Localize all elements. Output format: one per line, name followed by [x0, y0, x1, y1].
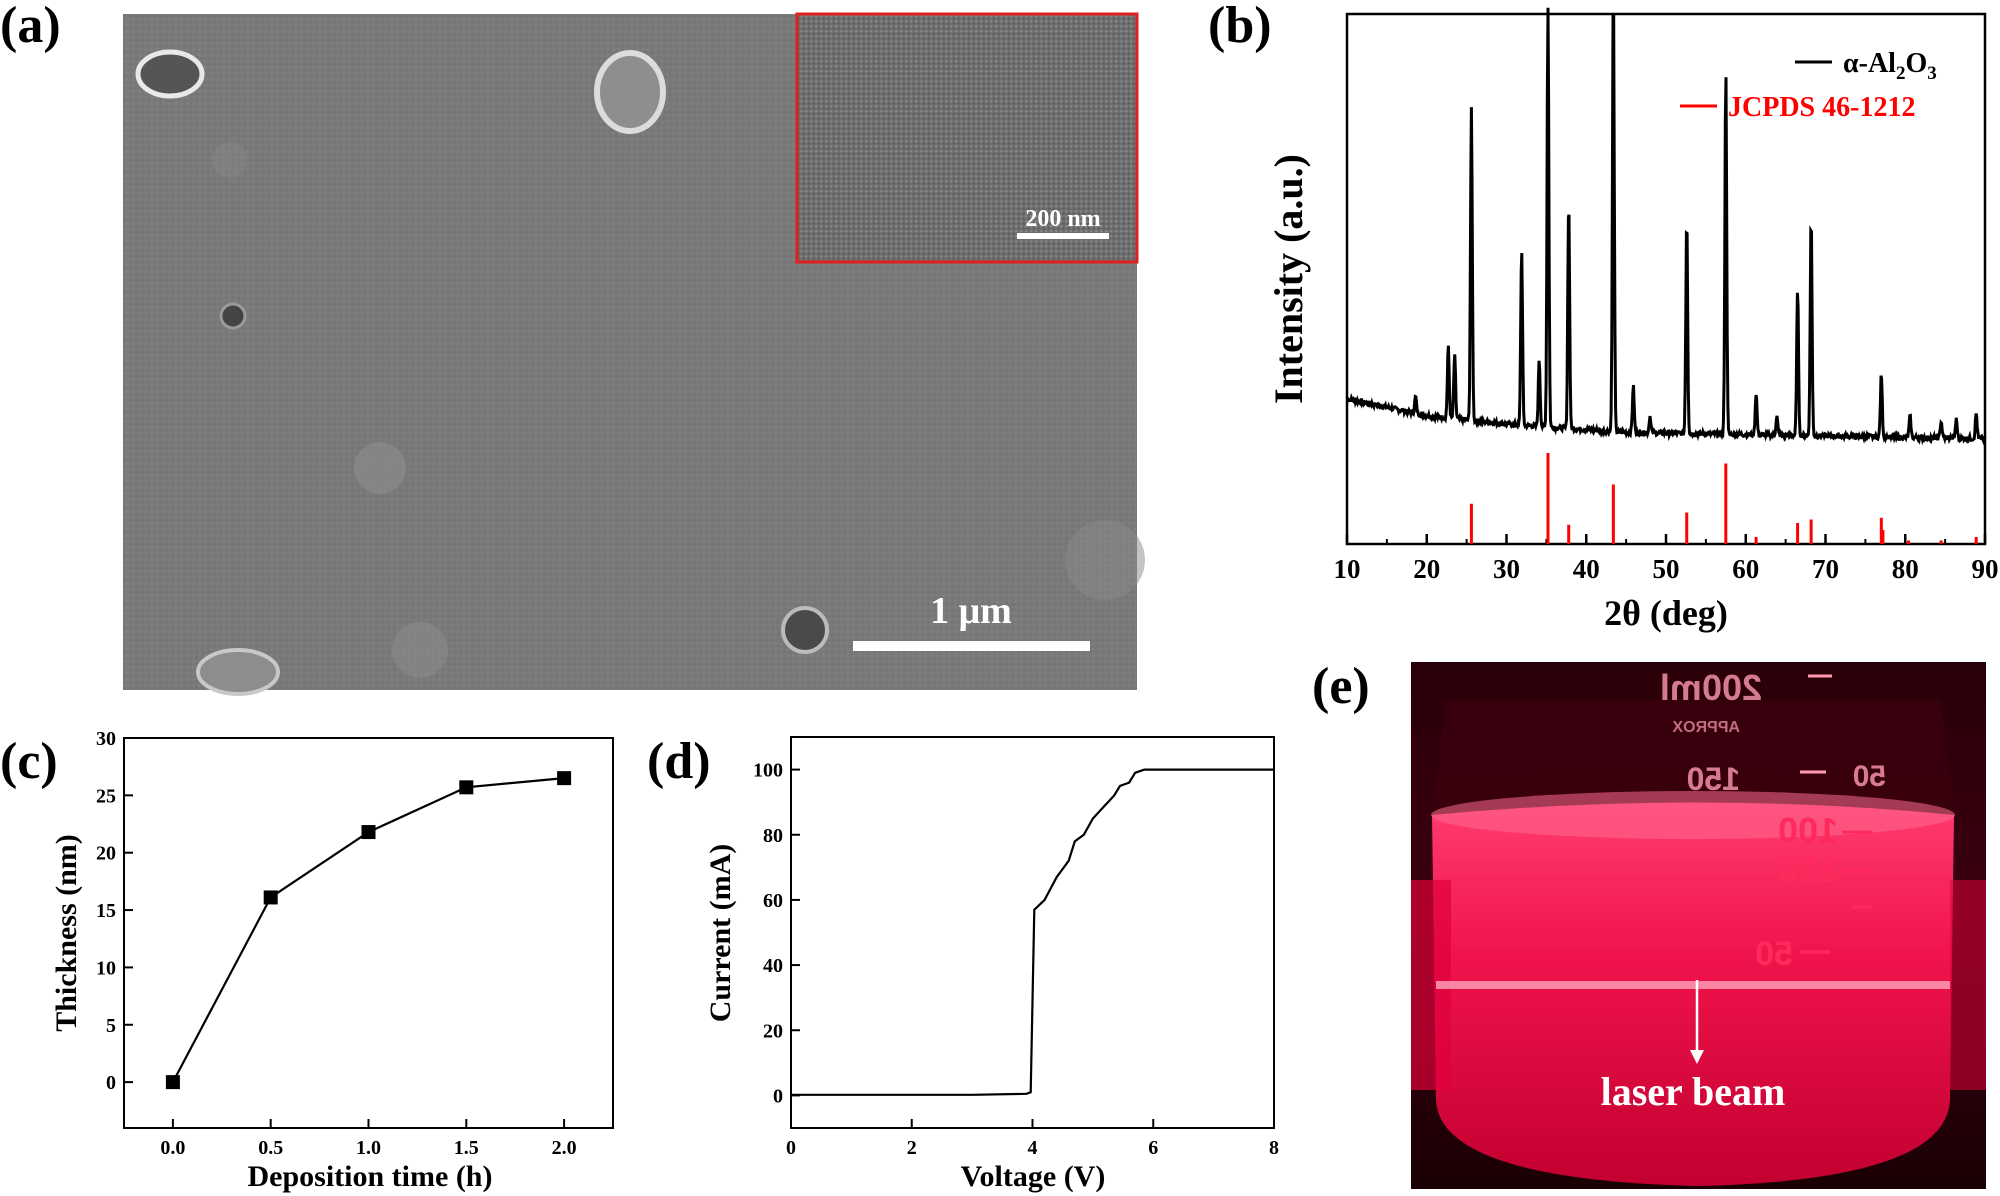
svg-text:APPROX: APPROX — [1672, 719, 1740, 736]
panel-c-thickness-chart: 0.0 0.5 1.0 1.5 2.0 0 5 10 15 20 25 30 Deposition t… — [50, 728, 614, 1193]
svg-text:100: 100 — [1778, 849, 1838, 890]
x-tick-label: 40 — [1573, 554, 1600, 584]
y-tick-label: 0 — [106, 1072, 116, 1094]
x-axis-label: 2θ (deg) — [1604, 593, 1728, 633]
panel-b-xrd-chart: 10 20 30 40 50 60 70 80 90 α-Al2O3 JCPDS 46-1212… — [1266, 7, 1999, 633]
panel-letter-c: (c) — [0, 733, 58, 790]
panel-letter-a: (a) — [0, 0, 61, 54]
svg-text:100: 100 — [1778, 810, 1838, 851]
x-tick-label: 0.0 — [160, 1137, 185, 1159]
scale-bar — [853, 641, 1090, 651]
y-tick-label: 20 — [763, 1020, 783, 1042]
data-point — [165, 1075, 180, 1090]
x-tick-label: 30 — [1493, 554, 1520, 584]
sem-inset: 200 nm — [795, 12, 1139, 264]
svg-text:50: 50 — [1755, 935, 1793, 973]
sem-particles — [135, 49, 1145, 696]
y-axis-label: Intensity (a.u.) — [1266, 154, 1311, 404]
x-axis-label: Deposition time (h) — [248, 1160, 493, 1193]
scale-bar-label: 1 μm — [930, 590, 1012, 632]
y-tick-label: 20 — [96, 843, 116, 865]
y-tick-label: 40 — [763, 955, 783, 977]
x-axis-label: Voltage (V) — [961, 1160, 1106, 1193]
legend-reference-label: JCPDS 46-1212 — [1728, 92, 1915, 123]
legend-series-label: α-Al2O3 — [1843, 48, 1937, 84]
arrow-head-icon — [1690, 1050, 1704, 1064]
xrd-pattern-line — [1346, 7, 1987, 446]
beaker-graduations: 200ml APPROX 150 50 100 100 50 — [1660, 667, 1886, 973]
x-tick-label: 60 — [1732, 554, 1759, 584]
inset-scale-label: 200 nm — [1025, 206, 1100, 232]
y-tick-label: 0 — [773, 1085, 783, 1107]
panel-letter-d: (d) — [647, 733, 711, 790]
y-tick-label: 60 — [763, 890, 783, 912]
x-tick-label: 20 — [1413, 554, 1440, 584]
axis-ticks: 0.0 0.5 1.0 1.5 2.0 0 5 10 15 20 25 30 — [96, 728, 577, 1159]
y-tick-label: 30 — [96, 728, 116, 750]
plot-frame — [123, 737, 614, 1129]
reference-pattern — [1469, 453, 1978, 544]
x-tick-label: 6 — [1148, 1137, 1158, 1159]
x-tick-label: 70 — [1812, 554, 1839, 584]
x-tick-label: 2.0 — [552, 1137, 577, 1159]
x-tick-label: 0 — [786, 1137, 796, 1159]
svg-text:150: 150 — [1687, 761, 1740, 797]
legend: α-Al2O3 JCPDS 46-1212 — [1680, 48, 1937, 123]
x-tick-label: 80 — [1892, 554, 1919, 584]
inset-scale-bar — [1017, 233, 1109, 239]
x-tick-label: 4 — [1028, 1137, 1038, 1159]
svg-text:50: 50 — [1853, 760, 1886, 793]
x-tick-label: 1.5 — [454, 1137, 479, 1159]
panel-letter-e: (e) — [1312, 658, 1370, 715]
x-tick-label: 1.0 — [356, 1137, 381, 1159]
y-tick-label: 15 — [96, 900, 116, 922]
y-tick-label: 10 — [96, 957, 116, 979]
panel-letter-b: (b) — [1208, 0, 1272, 54]
plot-frame — [790, 736, 1275, 1129]
y-axis-label: Thickness (nm) — [50, 834, 83, 1032]
data-point — [263, 890, 278, 905]
svg-text:200ml: 200ml — [1660, 667, 1762, 708]
x-tick-label: 50 — [1653, 554, 1680, 584]
x-tick-label: 10 — [1334, 554, 1361, 584]
y-axis-label: Current (mA) — [704, 844, 737, 1023]
data-point — [557, 771, 572, 786]
x-tick-label: 8 — [1269, 1137, 1279, 1159]
y-tick-label: 100 — [753, 760, 783, 782]
x-tick-label: 0.5 — [258, 1137, 283, 1159]
data-point — [361, 825, 376, 840]
x-tick-label: 2 — [907, 1137, 917, 1159]
data-markers — [165, 771, 572, 1090]
data-point — [459, 780, 474, 795]
current-voltage-line — [791, 768, 1274, 1096]
thickness-line — [171, 777, 565, 1083]
panel-a-sem-image: 200 nm 1 μm — [123, 12, 1145, 696]
liquid — [1432, 802, 1954, 1186]
panel-e-laser-photo: 200ml APPROX 150 50 100 100 50 laser bea… — [1411, 662, 1986, 1189]
y-tick-label: 5 — [106, 1015, 116, 1037]
x-axis-ticks: 10 20 30 40 50 60 70 80 90 — [1334, 534, 1999, 584]
laser-beam-label: laser beam — [1601, 1069, 1786, 1114]
y-tick-label: 25 — [96, 785, 116, 807]
x-tick-label: 90 — [1972, 554, 1999, 584]
y-tick-label: 80 — [763, 825, 783, 847]
